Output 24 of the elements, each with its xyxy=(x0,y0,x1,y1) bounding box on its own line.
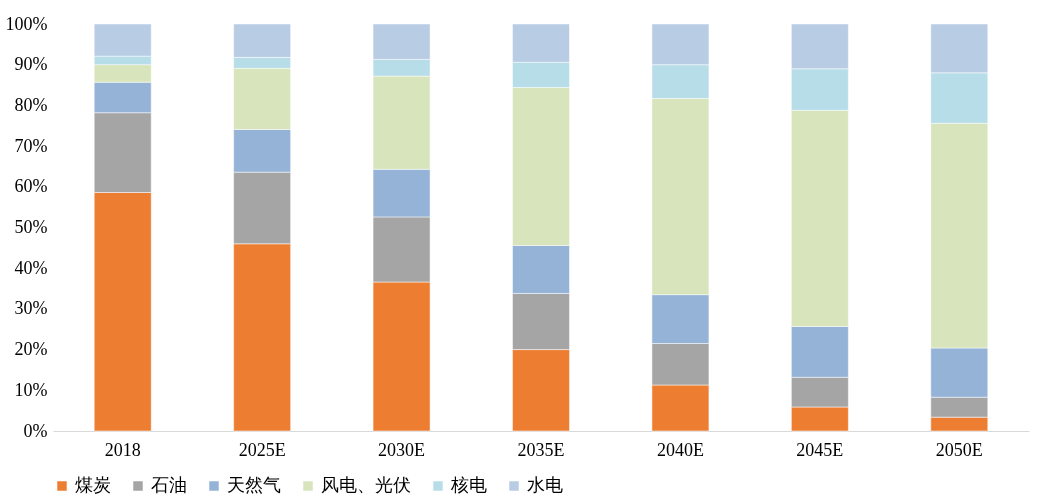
legend-label: 风电、光伏 xyxy=(321,475,411,495)
legend-label: 煤炭 xyxy=(75,475,111,495)
x-tick-label: 2035E xyxy=(517,439,565,460)
y-tick-label: 0% xyxy=(23,420,48,441)
y-tick-label: 90% xyxy=(14,54,48,75)
x-tick-label: 2030E xyxy=(378,439,426,460)
x-tick-label: 2040E xyxy=(656,439,704,460)
y-tick-label: 60% xyxy=(14,176,48,197)
legend-label: 核电 xyxy=(450,475,487,495)
y-tick-label: 40% xyxy=(14,257,48,278)
y-tick-label: 20% xyxy=(14,339,48,360)
legend-label: 水电 xyxy=(527,475,563,495)
legend-label: 天然气 xyxy=(227,475,281,495)
x-tick-label: 2045E xyxy=(796,439,844,460)
y-tick-label: 10% xyxy=(14,379,48,400)
y-tick-label: 70% xyxy=(14,135,48,156)
y-tick-label: 100% xyxy=(5,13,48,34)
y-tick-label: 80% xyxy=(14,94,48,115)
legend-label: 石油 xyxy=(151,475,187,495)
y-tick-label: 50% xyxy=(14,217,48,237)
y-tick-label: 30% xyxy=(14,298,48,319)
x-tick-label: 2050E xyxy=(935,439,983,460)
x-tick-label: 2018 xyxy=(104,439,141,460)
x-tick-label: 2025E xyxy=(238,439,286,460)
